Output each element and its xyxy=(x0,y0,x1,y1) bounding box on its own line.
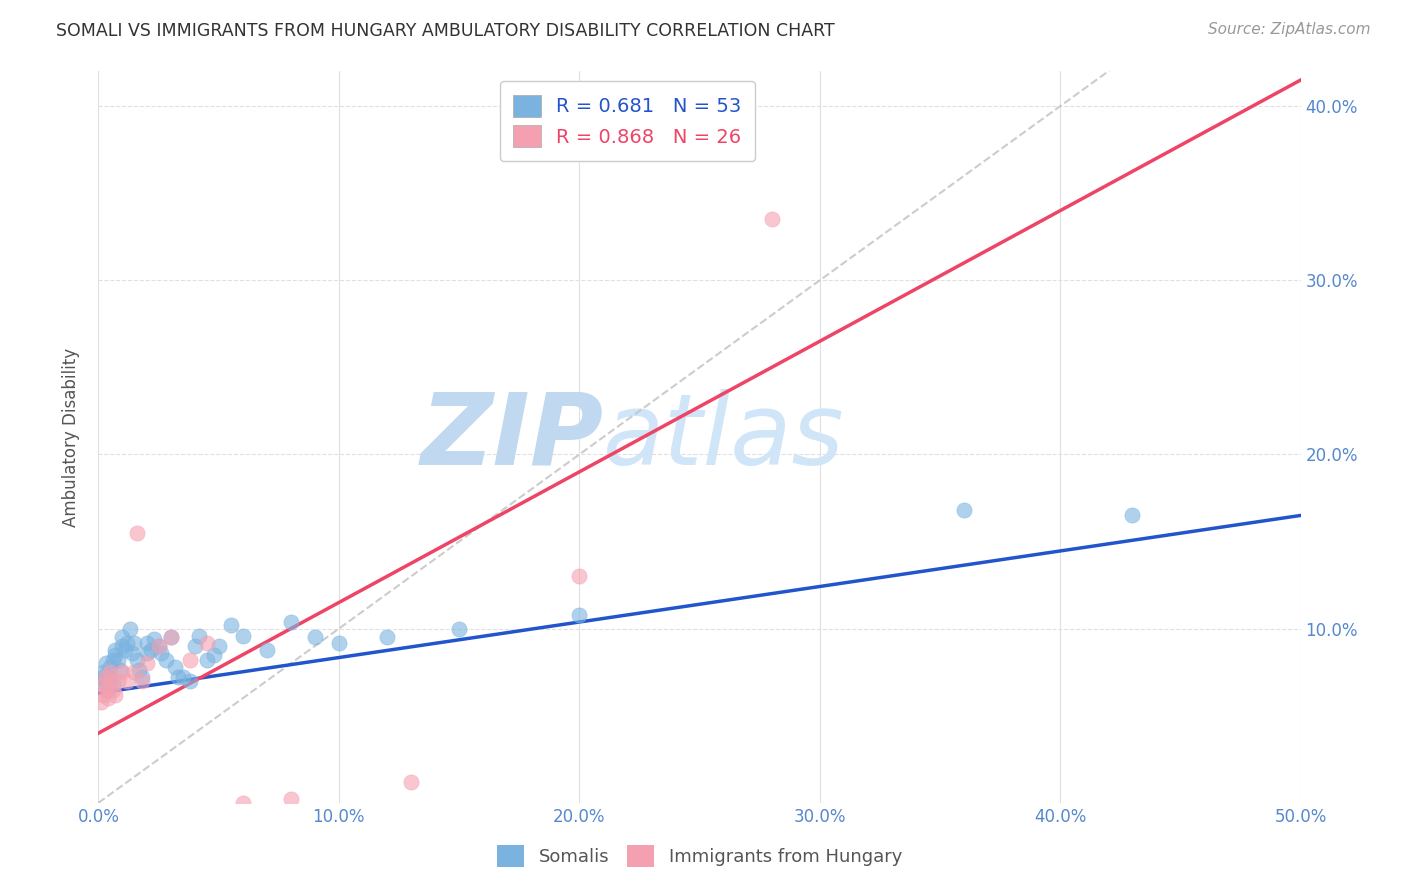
Point xyxy=(91,670,114,684)
Point xyxy=(107,653,129,667)
Point xyxy=(90,695,112,709)
Point xyxy=(159,631,181,645)
Text: SOMALI VS IMMIGRANTS FROM HUNGARY AMBULATORY DISABILITY CORRELATION CHART: SOMALI VS IMMIGRANTS FROM HUNGARY AMBULA… xyxy=(56,22,835,40)
Point xyxy=(128,664,150,678)
Point xyxy=(761,212,783,227)
Point xyxy=(91,677,114,691)
Point xyxy=(125,525,148,540)
Point xyxy=(100,665,122,680)
Point xyxy=(953,503,976,517)
Point xyxy=(97,682,120,697)
Text: atlas: atlas xyxy=(603,389,845,485)
Point xyxy=(117,635,139,649)
Point xyxy=(183,639,205,653)
Point xyxy=(141,642,163,657)
Point xyxy=(117,673,139,688)
Point xyxy=(1121,508,1143,523)
Point xyxy=(124,635,146,649)
Point xyxy=(179,653,201,667)
Point xyxy=(568,607,591,622)
Point xyxy=(165,660,187,674)
Point xyxy=(114,642,136,657)
Point xyxy=(149,646,172,660)
Point xyxy=(179,673,201,688)
Point xyxy=(101,653,124,667)
Point xyxy=(104,642,127,657)
Text: ZIP: ZIP xyxy=(420,389,603,485)
Point xyxy=(172,670,194,684)
Point xyxy=(104,688,127,702)
Point xyxy=(232,796,254,810)
Point xyxy=(108,664,131,678)
Point xyxy=(375,631,398,645)
Point xyxy=(121,646,143,660)
Point xyxy=(208,639,231,653)
Point xyxy=(101,682,124,697)
Text: Source: ZipAtlas.com: Source: ZipAtlas.com xyxy=(1208,22,1371,37)
Point xyxy=(118,622,141,636)
Point xyxy=(90,673,112,688)
Point xyxy=(94,682,117,697)
Legend: Somalis, Immigrants from Hungary: Somalis, Immigrants from Hungary xyxy=(486,834,912,878)
Point xyxy=(91,688,114,702)
Point xyxy=(135,635,157,649)
Point xyxy=(94,677,117,691)
Point xyxy=(124,665,146,680)
Point xyxy=(159,631,181,645)
Point xyxy=(111,631,134,645)
Point xyxy=(148,639,170,653)
Point xyxy=(91,665,114,680)
Point xyxy=(97,691,120,706)
Point xyxy=(135,646,157,660)
Point xyxy=(94,657,117,671)
Point xyxy=(304,631,326,645)
Point xyxy=(107,673,129,688)
Point xyxy=(195,653,218,667)
Point xyxy=(232,629,254,643)
Point xyxy=(111,639,134,653)
Point xyxy=(202,648,225,662)
Point xyxy=(104,648,127,662)
Point xyxy=(131,670,153,684)
Point xyxy=(94,670,117,684)
Point xyxy=(188,629,211,643)
Point xyxy=(135,657,157,671)
Y-axis label: Ambulatory Disability: Ambulatory Disability xyxy=(62,348,80,526)
Point xyxy=(111,665,134,680)
Point xyxy=(131,673,153,688)
Point xyxy=(125,653,148,667)
Point xyxy=(97,670,120,684)
Point xyxy=(195,635,218,649)
Point xyxy=(166,670,188,684)
Point xyxy=(280,792,302,806)
Point xyxy=(100,673,122,688)
Point xyxy=(101,677,124,691)
Point xyxy=(148,639,170,653)
Point xyxy=(100,660,122,674)
Point xyxy=(155,653,177,667)
Point xyxy=(219,618,242,632)
Point xyxy=(256,642,278,657)
Point xyxy=(399,775,422,789)
Point xyxy=(142,632,165,646)
Point xyxy=(100,673,122,688)
Point xyxy=(328,635,350,649)
Point xyxy=(280,615,302,629)
Point xyxy=(447,622,470,636)
Point xyxy=(568,569,591,583)
